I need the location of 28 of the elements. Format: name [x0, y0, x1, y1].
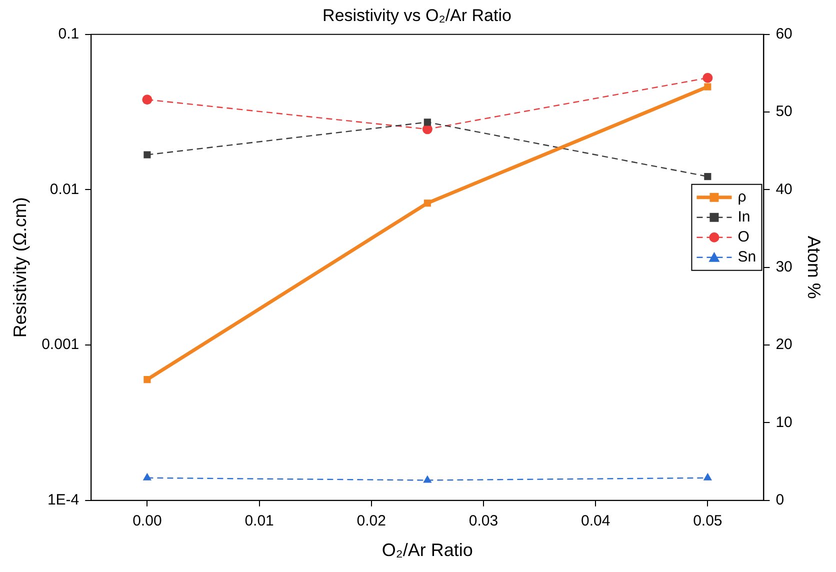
legend-label: Sn: [738, 248, 756, 266]
y-tick-label: 1E-4: [47, 492, 80, 509]
point: [144, 376, 151, 384]
x-tick-label: 0.04: [580, 512, 610, 530]
x-tick-label: 0.03: [468, 512, 498, 530]
y-tick-label: 0.001: [42, 336, 80, 354]
x-tick-label: 0.05: [693, 512, 722, 530]
point: [704, 83, 712, 90]
legend-label: ρ: [738, 188, 746, 206]
y-axis-title: Resistivity (Ω.cm): [10, 197, 30, 338]
legend-label: O: [738, 228, 750, 246]
y-tick-label: 0.01: [50, 180, 80, 198]
y2-tick-label: 10: [776, 414, 792, 431]
legend-label: In: [738, 208, 750, 226]
x-tick-label: 0.02: [356, 512, 386, 530]
y2-tick-label: 30: [776, 258, 792, 276]
y2-tick-label: 60: [776, 26, 792, 43]
y2-tick-label: 50: [776, 103, 792, 120]
x-axis-title: O₂/Ar Ratio: [382, 540, 473, 560]
y2-tick-label: 40: [776, 180, 792, 198]
x-tick-label: 0.00: [132, 512, 162, 530]
point: [424, 200, 431, 207]
y-tick-label: 0.1: [58, 26, 80, 43]
x-tick-label: 0.01: [244, 512, 274, 530]
y2-axis-title: Atom %: [804, 236, 824, 299]
y2-tick-label: 0: [776, 492, 784, 509]
chart-title: Resistivity vs O₂/Ar Ratio: [322, 6, 512, 25]
y2-tick-label: 20: [776, 336, 792, 354]
